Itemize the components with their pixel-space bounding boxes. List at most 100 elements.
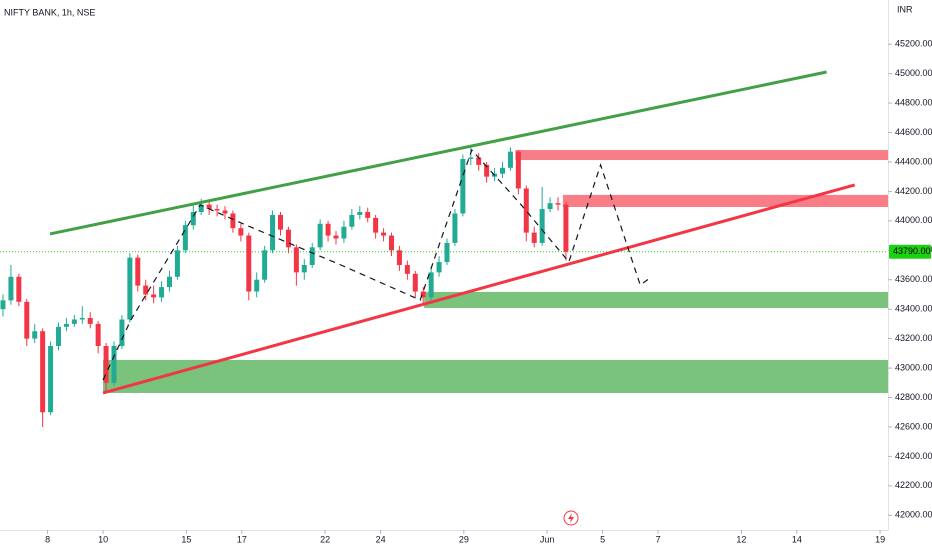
last-price-tag [889, 244, 931, 259]
candle-body [167, 276, 172, 288]
candle-body [0, 300, 6, 310]
candle-body [32, 331, 38, 339]
candle-body [412, 273, 418, 292]
y-tick-label: 44800.00 [895, 97, 932, 107]
x-tick-label: 7 [656, 534, 661, 544]
x-tick-label: 29 [459, 534, 469, 544]
candle-body [206, 204, 212, 210]
candle-body [563, 204, 569, 252]
candle-body [214, 209, 220, 211]
candle-body [254, 279, 260, 292]
candle-body [95, 323, 101, 346]
candle-body [40, 331, 46, 413]
candle-body [507, 151, 513, 168]
x-tick-label: 14 [792, 534, 802, 544]
candle-body [420, 291, 426, 298]
candle-body [293, 247, 299, 273]
candle-body [190, 212, 196, 226]
candle-body [396, 250, 402, 265]
y-tick-label: 45200.00 [895, 39, 932, 49]
candle-body [389, 235, 394, 251]
candle-body [301, 265, 307, 273]
candle-body [238, 228, 244, 236]
candle-body [309, 247, 315, 265]
candle-body [547, 203, 553, 210]
candle-body [230, 213, 236, 229]
zone [515, 150, 888, 161]
y-tick-label: 43000.00 [895, 362, 932, 372]
y-tick-label: 44200.00 [895, 186, 932, 196]
y-tick-label: 42600.00 [895, 421, 932, 431]
currency: INR [897, 4, 913, 14]
candle-body [476, 157, 482, 165]
y-tick-label: 42800.00 [895, 392, 932, 402]
candle-body [119, 319, 125, 346]
candle-body [381, 232, 387, 236]
candle-body [48, 345, 54, 413]
zone [424, 291, 888, 308]
candle-body [539, 209, 545, 243]
y-tick-label: 44000.00 [895, 215, 932, 225]
candle-body [222, 210, 228, 214]
y-tick-label: 44400.00 [895, 156, 932, 166]
x-tick-label: 17 [237, 534, 247, 544]
candle-body [444, 242, 450, 263]
x-tick-label: 19 [875, 534, 885, 544]
candle-body [56, 326, 61, 346]
y-tick-label: 42400.00 [895, 451, 932, 461]
candle-body [143, 285, 149, 295]
zone [103, 359, 889, 393]
candle-body [135, 257, 141, 286]
x-tick-label: 24 [376, 534, 386, 544]
candle-body [500, 167, 505, 174]
candle-body [484, 164, 490, 177]
candle-body [159, 287, 165, 298]
candle-body [404, 265, 410, 274]
candle-body [357, 212, 363, 215]
candle-body [555, 203, 561, 205]
candle-body [436, 262, 442, 273]
candle-body [63, 323, 69, 327]
x-tick-label: 5 [600, 534, 605, 544]
y-tick-label: 45000.00 [895, 68, 932, 78]
candle-body [428, 272, 434, 298]
candle-body [531, 232, 537, 243]
candle-body [262, 250, 268, 280]
candle-body [515, 151, 521, 189]
candle-body [270, 214, 276, 251]
chart-title: NIFTY BANK, 1h, NSE [4, 7, 95, 17]
candle-body [365, 212, 371, 218]
candle-body [151, 294, 157, 298]
x-tick-label: Jun [540, 534, 555, 544]
candle-body [317, 223, 323, 248]
candle-body [198, 204, 204, 212]
candle-body [24, 301, 30, 339]
candle-body [16, 276, 22, 302]
candle-body [79, 318, 85, 320]
candle-body [111, 345, 117, 383]
y-tick-label: 43400.00 [895, 304, 932, 314]
trend-line [49, 70, 827, 236]
x-tick-label: 8 [45, 534, 50, 544]
projection-path [102, 148, 651, 381]
y-tick-label: 42200.00 [895, 480, 932, 490]
x-tick-label: 12 [736, 534, 746, 544]
y-tick-label: 44600.00 [895, 127, 932, 137]
trend-line [102, 183, 856, 395]
candle-body [174, 250, 180, 277]
candle-body [87, 318, 93, 324]
candle-body [373, 217, 379, 233]
candle-body [341, 226, 347, 239]
candle-body [103, 345, 109, 383]
y-tick-label: 42000.00 [895, 510, 932, 520]
event-icon [563, 510, 579, 526]
candle-body [182, 225, 188, 251]
y-tick-label: 43600.00 [895, 274, 932, 284]
candle-body [468, 157, 474, 159]
x-tick-label: 22 [320, 534, 330, 544]
candle-body [246, 235, 252, 292]
candle-body [452, 213, 458, 243]
candle-body [460, 159, 466, 214]
